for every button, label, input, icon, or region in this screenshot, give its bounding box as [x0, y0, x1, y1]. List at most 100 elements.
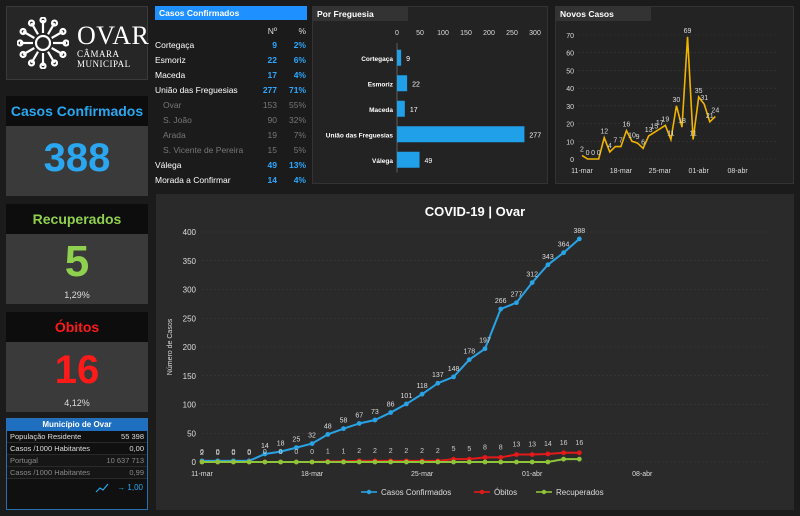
series-point [341, 426, 346, 432]
data-label: 12 [600, 129, 608, 136]
y-tick-label: 40 [566, 86, 574, 93]
data-label: 15 [650, 123, 658, 130]
confirmed-data-label: 266 [495, 298, 507, 305]
series-point [325, 432, 331, 437]
series-point [514, 300, 519, 306]
logo-subtitle: CÂMARA MUNICIPAL [77, 49, 131, 69]
data-label: 6 [641, 139, 645, 146]
series-point [482, 459, 488, 465]
series-point [529, 459, 535, 465]
series-point [325, 459, 331, 465]
data-label: 277 [529, 132, 541, 139]
series-point [482, 455, 488, 460]
series-point [278, 449, 284, 455]
data-label: 31 [700, 95, 708, 102]
bar [397, 75, 408, 92]
series-point [372, 417, 378, 423]
deaths-data-label: 8 [483, 444, 487, 451]
parish-chart-title: Por Freguesia [313, 7, 408, 21]
cases-table-row: Maceda 17 4% [155, 70, 306, 80]
category-label: Cortegaça [361, 56, 393, 63]
series-point [403, 401, 409, 407]
confirmed-cases-label: Casos Confirmados [6, 96, 148, 126]
deaths-data-label: 2 [373, 448, 377, 455]
series-point [293, 445, 299, 451]
legend-marker [479, 489, 485, 495]
data-label: 17 [656, 120, 664, 127]
series-point [498, 459, 504, 465]
legend-marker [366, 489, 372, 495]
data-label: 13 [645, 127, 653, 134]
data-label: 2 [580, 146, 584, 153]
confirmed-data-label: 14 [261, 443, 269, 450]
category-label: União das Freguesias [326, 132, 394, 139]
series-point [403, 459, 409, 465]
series-point [419, 459, 425, 465]
data-label: 10 [628, 132, 636, 139]
series-point [262, 451, 268, 457]
x-tick-label: 250 [506, 30, 518, 37]
series-point [293, 459, 299, 465]
data-label: 19 [661, 116, 669, 123]
legend-label: Óbitos [494, 488, 517, 497]
confirmed-data-label: 48 [324, 423, 332, 430]
cases-table-row: Morada a Confirmar 14 4% [155, 175, 306, 185]
bar [397, 49, 402, 66]
deaths-data-label: 2 [404, 448, 408, 455]
legend-label: Casos Confirmados [381, 488, 451, 497]
legend-marker [541, 489, 547, 495]
x-tick-label: 08-abr [727, 168, 748, 175]
series-point [576, 450, 582, 456]
confirmed-data-label: 101 [401, 393, 413, 400]
deaths-data-label: 13 [528, 442, 536, 449]
confirmed-data-label: 0 [231, 450, 235, 457]
y-tick-label: 50 [566, 68, 574, 75]
category-label: Válega [372, 158, 393, 165]
deaths-data-label: 5 [467, 446, 471, 453]
parish-chart-panel: Por Freguesia 0 50 100 150 200 250 300 Cortegaç… [312, 6, 548, 184]
deaths-data-label: 1 [342, 448, 346, 455]
confirmed-data-label: 118 [417, 383, 428, 390]
data-label: 69 [684, 28, 692, 35]
data-label: 7 [619, 138, 623, 145]
cases-table-row: S. Vicente de Pereira 15 5% [163, 145, 306, 155]
bar [397, 100, 405, 117]
cases-table-row: Ovar 153 55% [163, 100, 306, 110]
deaths-data-label: 2 [389, 448, 393, 455]
x-tick-label: 18-mar [610, 168, 633, 175]
municipality-row: Casos /1000 Habitantes 0,00 [7, 443, 147, 455]
series-point [309, 441, 315, 446]
series-point [451, 459, 456, 465]
confirmed-data-label: 58 [340, 418, 348, 425]
recovered-card: 5 1,29% [6, 234, 148, 304]
series-point [545, 262, 551, 268]
deaths-data-label: 2 [420, 448, 424, 455]
municipality-title: Município de Ovar [7, 419, 147, 431]
x-tick-label: 18-mar [301, 471, 324, 478]
municipality-row: Casos /1000 Habitantes 0,99 [7, 467, 147, 479]
y-tick-label: 300 [183, 286, 197, 295]
deaths-card: 16 4,12% [6, 342, 148, 412]
x-tick-label: 01-abr [522, 471, 543, 478]
municipal-emblem-icon [17, 17, 69, 69]
data-label: 11 [689, 131, 696, 138]
series-point [388, 459, 394, 465]
series-point [278, 459, 284, 465]
confirmed-data-label: 312 [526, 272, 538, 279]
x-tick-label: 11-mar [191, 471, 213, 478]
y-tick-label: 60 [566, 51, 574, 58]
confirmed-data-label: 86 [387, 402, 395, 409]
y-tick-label: 350 [183, 257, 197, 266]
bar [397, 126, 525, 143]
series-point [576, 456, 582, 462]
series-point [246, 459, 252, 465]
data-label: 35 [695, 88, 703, 95]
footer-ratio-value: → 1,00 [117, 483, 143, 492]
x-tick-label: 100 [437, 30, 449, 37]
deaths-data-label: 8 [499, 444, 503, 451]
category-label: Esmoriz [368, 81, 394, 88]
confirmed-data-label: 343 [542, 254, 554, 261]
deaths-data-label: 2 [436, 448, 440, 455]
confirmed-cases-table: Casos Confirmados Nº% Cortegaça 9 2% Esmori… [155, 6, 307, 185]
